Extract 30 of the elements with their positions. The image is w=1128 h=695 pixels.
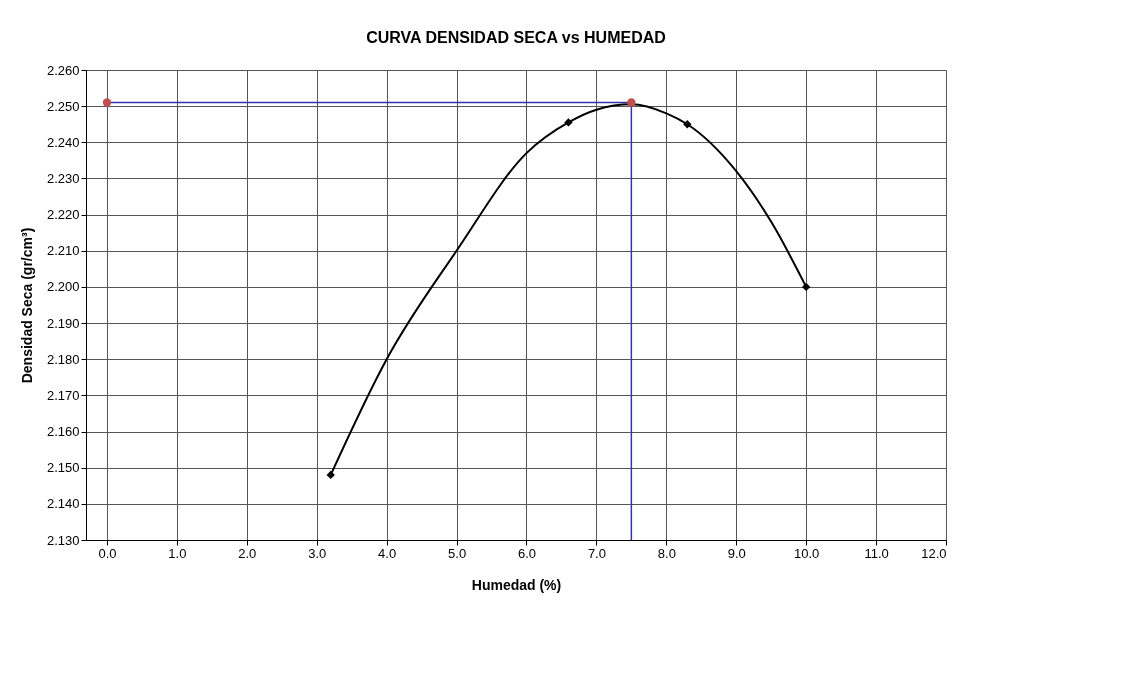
x-tick-label: 3.0 <box>308 545 327 561</box>
y-axis-title: Densidad Seca (gr/cm³) <box>18 227 35 384</box>
x-tick-label: 2.0 <box>238 545 257 561</box>
y-tick-label: 2.240 <box>46 134 80 150</box>
x-axis-title: Humedad (%) <box>471 576 562 593</box>
y-tick-label: 2.160 <box>46 424 80 440</box>
x-tick-label: 10.0 <box>794 545 820 561</box>
y-tick-label: 2.230 <box>46 170 80 186</box>
x-tick-label: 8.0 <box>657 545 676 561</box>
y-tick-label: 2.220 <box>46 207 80 223</box>
x-tick-label: 12.0 <box>921 545 947 561</box>
chart-title: CURVA DENSIDAD SECA vs HUMEDAD <box>366 29 666 46</box>
x-tick-label: 9.0 <box>727 545 746 561</box>
y-tick-label: 2.170 <box>46 387 80 403</box>
y-tick-label: 2.260 <box>46 62 80 78</box>
y-tick-label: 2.140 <box>46 496 80 512</box>
x-tick-label: 11.0 <box>864 545 889 561</box>
y-tick-label: 2.180 <box>46 351 80 367</box>
x-tick-label: 0.0 <box>98 545 117 561</box>
y-tick-label: 2.200 <box>46 279 80 295</box>
y-tick-label: 2.190 <box>46 315 80 331</box>
x-tick-label: 1.0 <box>168 545 187 561</box>
y-tick-label: 2.150 <box>46 460 80 476</box>
x-tick-label: 7.0 <box>587 545 606 561</box>
y-tick-label: 2.210 <box>46 243 80 259</box>
x-tick-label: 6.0 <box>517 545 537 561</box>
y-tick-label: 2.250 <box>46 98 80 114</box>
y-tick-label: 2.130 <box>46 532 80 548</box>
x-tick-label: 5.0 <box>448 545 467 561</box>
x-tick-label: 4.0 <box>378 545 397 561</box>
